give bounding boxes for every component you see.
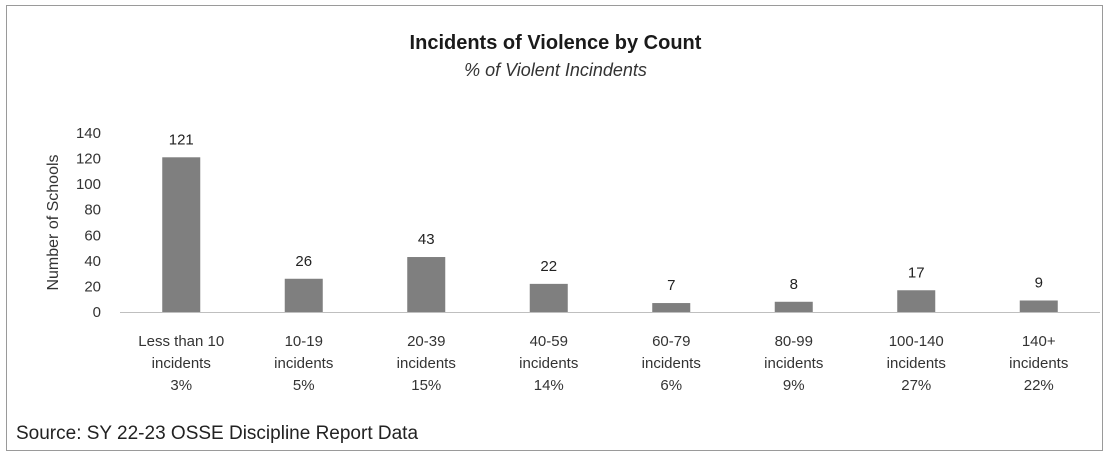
x-tick-label: 10-19 [285,333,323,350]
x-tick-label: incidents [764,355,823,372]
data-label: 8 [790,276,798,293]
data-label: 17 [908,264,925,281]
bar [284,278,323,312]
x-tick-label: 100-140 [889,333,944,350]
y-tick-label: 80 [84,202,101,219]
y-axis: 140 120 100 80 60 40 20 0 [76,125,101,321]
x-tick-label: 5% [293,377,315,394]
y-axis-label: Number of Schools [45,154,62,290]
y-tick-label: 40 [84,253,101,270]
bar [652,303,691,312]
bar [897,290,936,312]
data-label: 22 [540,258,557,275]
y-tick-label: 120 [76,151,101,168]
x-tick-label: 27% [901,377,931,394]
x-tick-label: incidents [397,355,456,372]
y-tick-label: 0 [93,304,101,321]
bar [1019,300,1058,312]
x-tick-label: 60-79 [652,333,690,350]
x-tick-label: incidents [1009,355,1068,372]
x-tick-label: 6% [660,377,682,394]
x-tick-label: 40-59 [530,333,568,350]
y-tick-label: 100 [76,176,101,193]
y-tick-label: 20 [84,278,101,295]
bar [774,301,813,312]
data-label: 26 [295,253,312,270]
x-tick-label: 22% [1024,377,1054,394]
bar [407,257,446,312]
data-label: 121 [169,131,194,148]
data-label: 7 [667,277,675,294]
x-tick-label: 14% [534,377,564,394]
y-tick-label: 140 [76,125,101,142]
x-tick-label: incidents [274,355,333,372]
x-tick-label: 15% [411,377,441,394]
x-tick-label: 140+ [1022,333,1056,350]
x-tick-label: incidents [152,355,211,372]
x-axis: Less than 10 incidents 3% 10-19 incidents 5% 2… [138,333,1068,394]
chart-title: Incidents of Violence by Count [409,32,702,54]
x-tick-label: 3% [170,377,192,394]
x-tick-label: incidents [519,355,578,372]
x-tick-label: 80-99 [775,333,813,350]
x-tick-label: incidents [887,355,946,372]
data-label: 43 [418,231,435,248]
x-tick-label: 20-39 [407,333,445,350]
bar [162,157,201,312]
bars: 121 26 43 22 7 8 17 9 [162,131,1058,312]
x-tick-label: 9% [783,377,805,394]
data-label: 9 [1035,274,1043,291]
y-tick-label: 60 [84,227,101,244]
chart-subtitle: % of Violent Incindents [464,60,647,80]
x-tick-label: incidents [642,355,701,372]
bar [529,283,568,312]
source-note: Source: SY 22-23 OSSE Discipline Report … [16,423,419,444]
x-tick-label: Less than 10 [138,333,224,350]
